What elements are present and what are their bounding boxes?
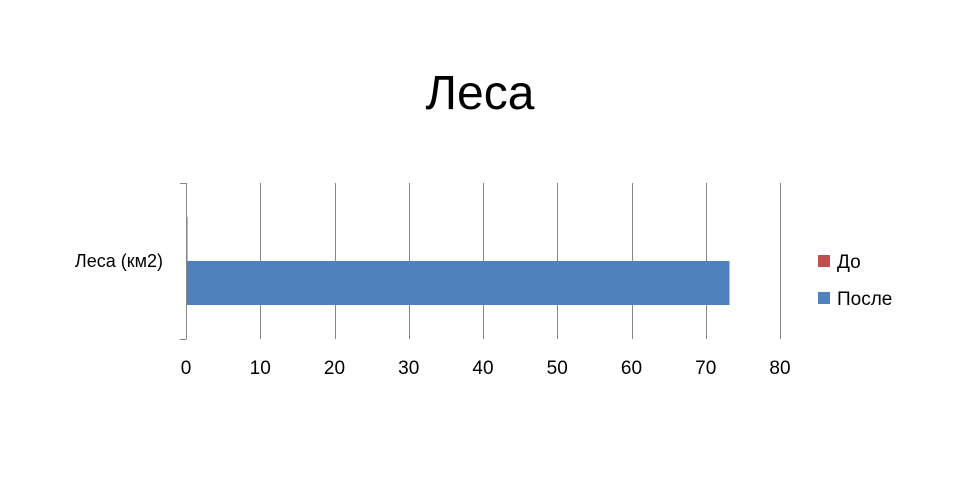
x-tick-label: 70 xyxy=(695,358,716,379)
chart-title: Леса xyxy=(426,67,535,120)
legend-label: До xyxy=(837,252,861,273)
legend-label: После xyxy=(837,289,892,310)
x-tick-label: 40 xyxy=(472,358,493,379)
x-tick-label: 30 xyxy=(398,358,419,379)
category-labels: Леса (км2) xyxy=(75,251,163,271)
legend-swatch xyxy=(818,255,830,267)
x-tick-label: 0 xyxy=(181,358,192,379)
bar-1 xyxy=(186,261,730,305)
x-tick-label: 10 xyxy=(250,358,271,379)
bars xyxy=(186,217,730,305)
category-label: Леса (км2) xyxy=(75,251,163,271)
x-tick-label: 80 xyxy=(769,358,790,379)
axes xyxy=(180,183,187,340)
legend: До После xyxy=(818,252,892,310)
x-tick-label: 60 xyxy=(621,358,642,379)
legend-swatch xyxy=(818,292,830,304)
x-tick-labels: 0 10 20 30 40 50 60 70 80 xyxy=(181,358,791,379)
x-tick-label: 20 xyxy=(324,358,345,379)
x-tick-label: 50 xyxy=(547,358,568,379)
